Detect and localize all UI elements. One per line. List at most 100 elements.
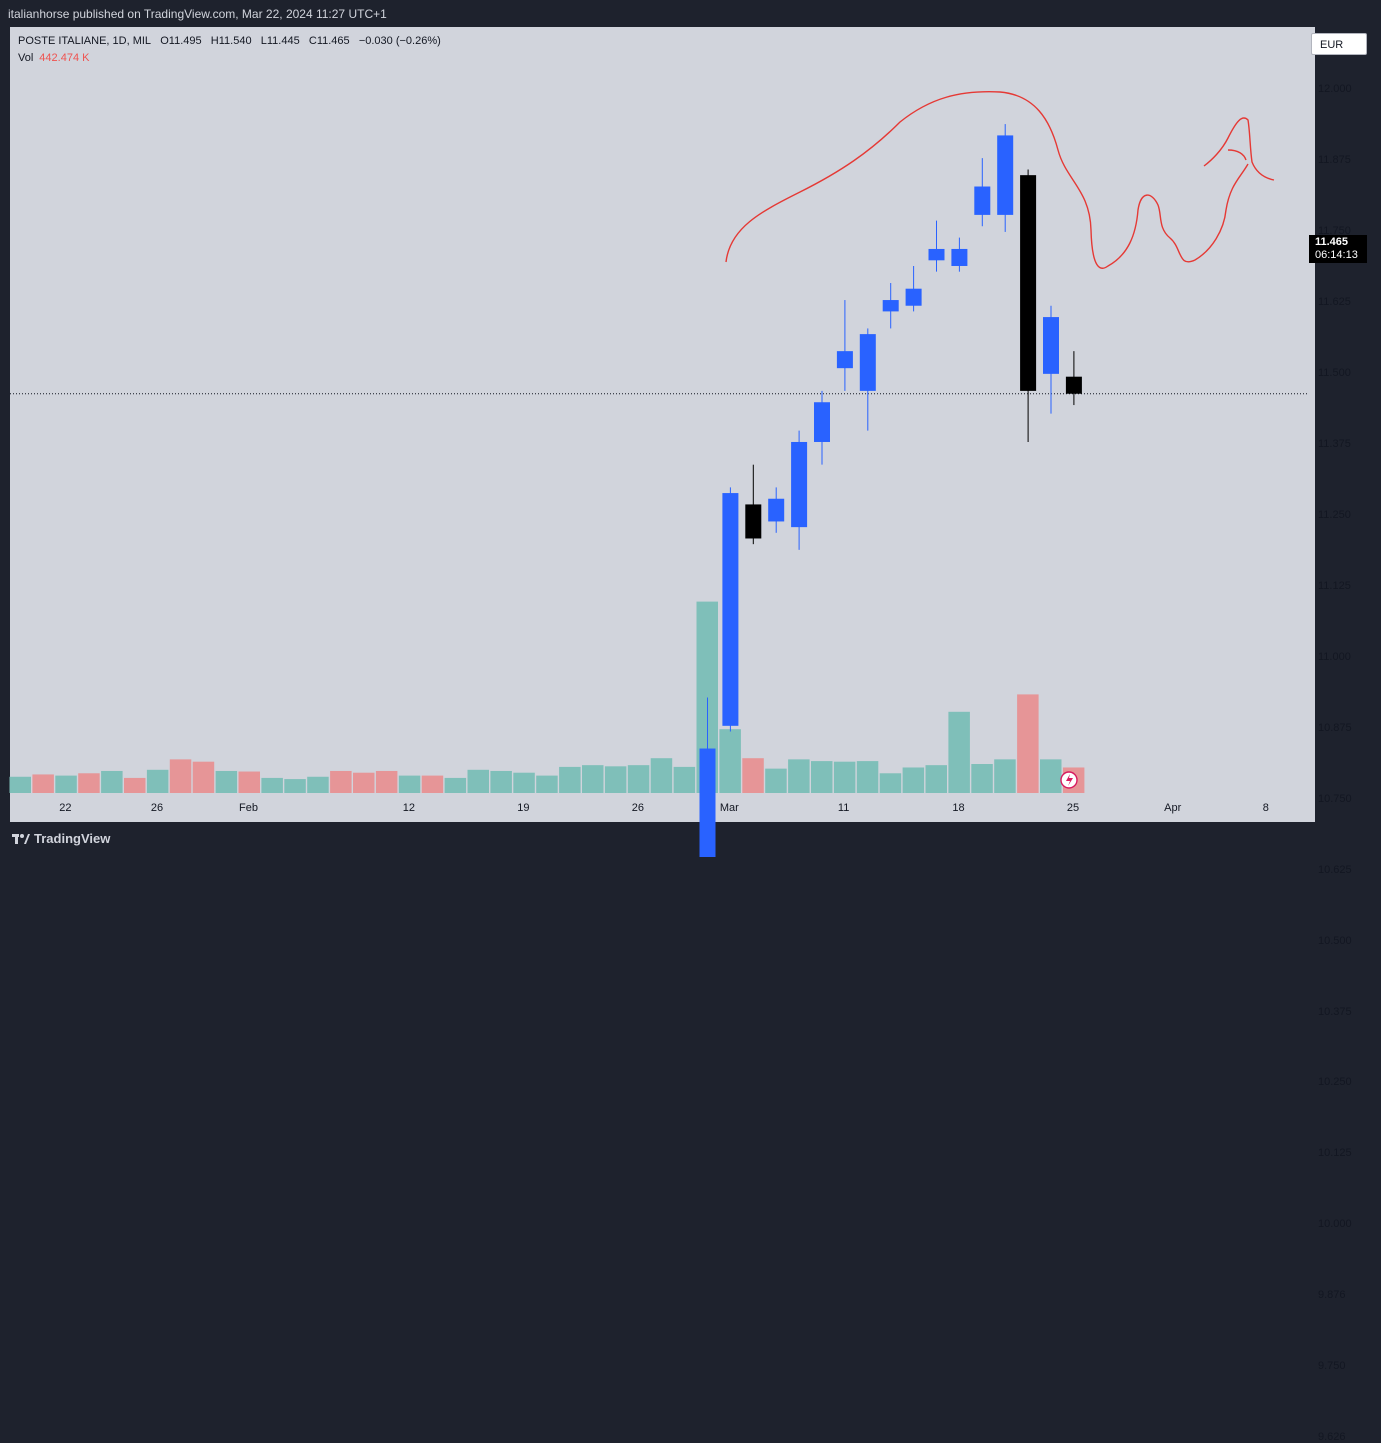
volume-bar [146, 769, 169, 793]
volume-bar [811, 761, 833, 793]
close-value: 11.465 [316, 35, 350, 47]
candle-body [1043, 317, 1059, 374]
price-tick-label: 10.875 [1318, 721, 1352, 734]
volume-bar [719, 729, 741, 793]
last-price-tag: 11.465 06:14:13 [1309, 235, 1367, 263]
volume-bar [9, 776, 31, 793]
volume-bar [330, 770, 352, 793]
chart-pane[interactable] [10, 27, 1315, 822]
price-tick-label: 10.500 [1318, 934, 1352, 947]
candle-body [1065, 376, 1082, 394]
volume-bar [788, 759, 810, 793]
price-tick-label: 11.000 [1318, 650, 1351, 663]
time-tick-label: 12 [402, 802, 416, 814]
volume-bar [536, 775, 558, 793]
price-tick-label: 12.000 [1318, 83, 1352, 95]
volume-bar [696, 601, 718, 793]
tradingview-logo-icon [12, 834, 30, 844]
candle-body [951, 248, 968, 266]
candle-body [882, 300, 899, 312]
price-tick-label: 11.125 [1318, 579, 1351, 592]
volume-bar [1040, 759, 1062, 793]
time-tick-label: 25 [1066, 802, 1080, 814]
price-tick-label: 10.375 [1318, 1005, 1352, 1018]
price-tick-label: 9.750 [1318, 1360, 1346, 1373]
volume-bar [1017, 694, 1039, 793]
volume-label[interactable]: Vol [18, 52, 34, 64]
open-label: O [160, 35, 169, 47]
volume-bar [765, 768, 787, 793]
volume-bar [742, 758, 764, 793]
volume-bar [856, 761, 879, 793]
candle-body [814, 402, 830, 442]
candle-body [699, 748, 716, 857]
close-label: C [308, 35, 317, 47]
price-tick-label: 11.875 [1318, 153, 1351, 166]
time-tick-label: 26 [150, 802, 164, 814]
volume-bar [559, 766, 581, 793]
volume-bar [55, 775, 77, 793]
price-tick-label: 11.375 [1318, 437, 1351, 450]
volume-bar [169, 759, 192, 793]
candle-body [859, 334, 876, 391]
volume-bar [215, 770, 238, 793]
volume-bar [444, 777, 467, 793]
time-tick-label: 19 [517, 802, 530, 814]
tradingview-logo[interactable]: TradingView [12, 831, 110, 846]
candle-body [928, 248, 945, 261]
price-tick-label: 11.625 [1318, 295, 1351, 308]
time-tick-label: Mar [719, 802, 739, 814]
price-tick-label: 9.876 [1318, 1288, 1346, 1301]
volume-bar [124, 777, 146, 793]
volume-bar [673, 766, 696, 793]
time-tick-label: 8 [1262, 802, 1269, 814]
candle-body [836, 351, 853, 369]
volume-bar [948, 711, 970, 793]
time-tick-label: Feb [239, 802, 258, 814]
tradingview-brand: TradingView [34, 831, 111, 846]
volume-bar [902, 767, 925, 793]
open-value: 11.495 [168, 35, 202, 47]
price-tick-label: 9.626 [1318, 1430, 1346, 1443]
hand-drawn-head [1203, 117, 1275, 181]
volume-bar [604, 766, 627, 793]
publisher-line: italianhorse published on TradingView.co… [8, 7, 387, 21]
volume-bar [833, 761, 856, 793]
volume-bar [284, 779, 306, 793]
volume-legend: Vol 442.474 K [18, 52, 89, 64]
time-tick-label: 11 [837, 802, 850, 814]
candle-body [791, 441, 808, 528]
price-tick-label: 10.750 [1318, 792, 1352, 805]
high-value: 11.540 [218, 35, 252, 47]
currency-button[interactable]: EUR [1311, 33, 1367, 55]
volume-bar [398, 775, 421, 793]
hand-drawn-curve [725, 91, 1249, 269]
volume-bar [513, 772, 535, 793]
price-tick-label: 11.750 [1318, 224, 1351, 237]
volume-bar [238, 771, 260, 793]
volume-bar [353, 772, 375, 793]
volume-bar [879, 773, 902, 793]
price-tick-label: 10.625 [1318, 863, 1352, 876]
volume-bar [467, 769, 489, 793]
countdown-value: 06:14:13 [1315, 249, 1358, 261]
volume-bar [375, 770, 398, 793]
time-tick-label: 26 [631, 802, 645, 814]
volume-bar [971, 764, 993, 793]
price-tick-label: 10.250 [1318, 1076, 1352, 1089]
volume-bar [78, 773, 100, 793]
price-tick-label: 11.500 [1318, 366, 1351, 379]
volume-bar [101, 770, 123, 793]
symbol-label[interactable]: POSTE ITALIANE, 1D, MIL [18, 35, 152, 47]
candle-body [768, 498, 785, 522]
chart-canvas[interactable] [0, 0, 1381, 857]
volume-bar [650, 758, 673, 793]
hand-drawn-ear [1227, 149, 1247, 161]
low-label: L [260, 35, 267, 47]
volume-bar [994, 759, 1016, 793]
candle-body [1020, 175, 1037, 391]
volume-bar [627, 765, 650, 793]
price-tick-label: 10.000 [1318, 1218, 1352, 1231]
candle-body [722, 493, 739, 726]
high-label: H [210, 35, 219, 47]
